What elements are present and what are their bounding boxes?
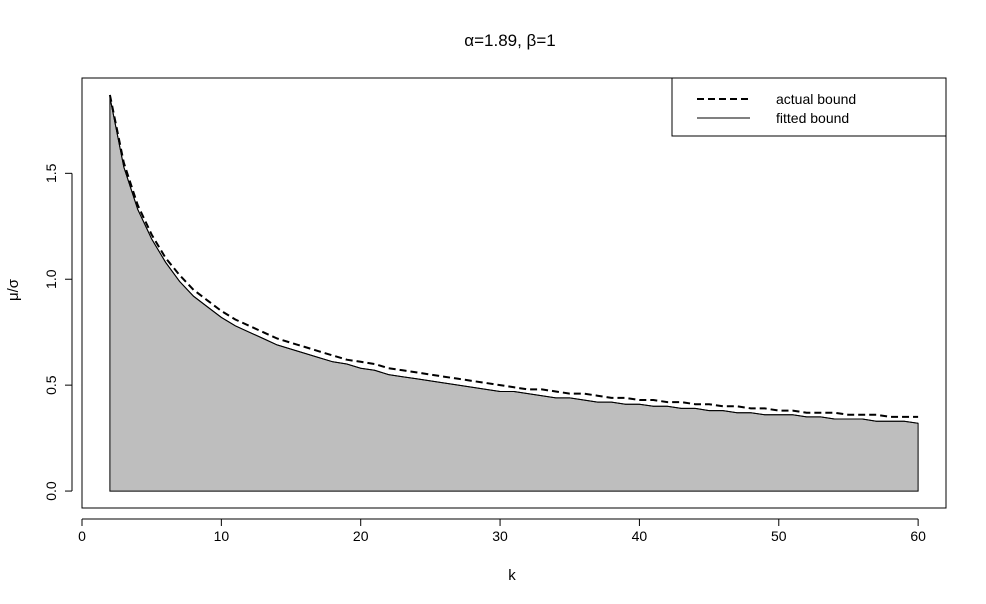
y-tick-label: 0.0 <box>43 481 59 501</box>
series-lines-layer <box>108 94 919 424</box>
y-tick-label: 1.0 <box>43 269 59 289</box>
x-tick-label: 60 <box>910 528 926 544</box>
y-tick-label: 0.5 <box>43 375 59 395</box>
series-line-fitted-bound <box>109 97 919 424</box>
plot-frame <box>81 77 947 509</box>
x-tick-label: 20 <box>353 528 369 544</box>
x-tick-label: 0 <box>78 528 86 544</box>
legend-box <box>671 77 947 137</box>
x-axis-title: k <box>508 567 516 584</box>
legend-label-actual: actual bound <box>776 91 856 107</box>
chart-title: α=1.89, β=1 <box>464 31 555 50</box>
x-tick-label: 30 <box>492 528 508 544</box>
x-tick-label: 50 <box>771 528 787 544</box>
axes-layer: 0 10 20 30 40 50 60 0.0 0.5 1.0 1.5 <box>43 163 926 544</box>
fill-area-layer <box>109 97 919 492</box>
legend: actual bound fitted bound <box>671 77 947 137</box>
y-axis-title: μ/σ <box>5 278 22 301</box>
x-tick-label: 40 <box>632 528 648 544</box>
x-tick-label: 10 <box>214 528 230 544</box>
y-tick-label: 1.5 <box>43 163 59 183</box>
legend-label-fitted: fitted bound <box>776 110 849 126</box>
fill-area <box>109 97 919 492</box>
series-line-actual-bound <box>108 94 919 418</box>
